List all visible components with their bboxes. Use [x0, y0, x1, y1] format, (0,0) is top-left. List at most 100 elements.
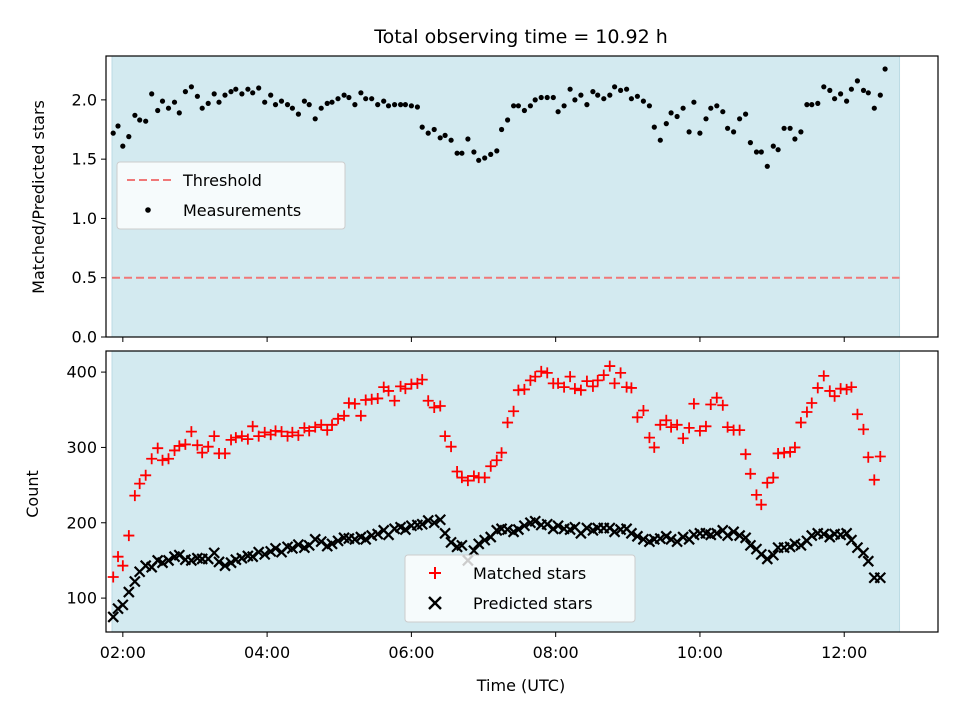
measurement-point: [781, 125, 787, 131]
xtick-label: 04:00: [244, 643, 290, 662]
matched-star-marker: [722, 421, 734, 433]
matched-star-marker: [874, 450, 886, 462]
matched-star-marker: [355, 410, 367, 422]
measurement-point: [448, 137, 454, 143]
matched-star-marker: [451, 466, 463, 478]
measurement-point: [182, 89, 188, 95]
matched-star-marker: [812, 382, 824, 394]
measurement-point: [628, 96, 635, 102]
measurement-point: [199, 105, 205, 111]
predicted-star-marker: [468, 544, 480, 557]
measurement-point: [312, 116, 318, 122]
measurement-point: [865, 90, 871, 96]
matched-star-marker: [694, 425, 706, 437]
measurement-point: [115, 123, 121, 129]
predicted-star-marker: [456, 539, 468, 552]
measurement-point: [787, 125, 793, 131]
legend-predicted-label: Predicted stars: [473, 594, 593, 613]
measurement-point: [538, 94, 544, 101]
matched-star-marker: [744, 468, 756, 480]
predicted-star-marker: [236, 552, 248, 564]
predicted-star-marker: [258, 548, 271, 561]
matched-star-marker: [191, 439, 203, 451]
measurement-point: [584, 102, 590, 108]
matched-star-marker: [665, 421, 677, 433]
measurement-point: [245, 86, 251, 92]
measurement-point: [743, 111, 749, 117]
predicted-star-marker: [252, 546, 265, 558]
matched-star-marker: [535, 365, 547, 377]
matched-star-marker: [631, 411, 643, 423]
matched-star-marker: [152, 442, 164, 454]
measurement-point: [211, 91, 217, 97]
bottom-plot-frame: [105, 350, 939, 633]
matched-star-marker: [157, 454, 169, 466]
measurement-point: [425, 130, 431, 136]
predicted-star-marker: [326, 538, 338, 550]
predicted-star-marker: [434, 513, 447, 526]
measurement-point: [703, 116, 709, 122]
measurement-point: [471, 149, 477, 155]
matched-star-marker: [422, 395, 434, 407]
measurement-point: [465, 136, 471, 142]
matched-star-marker: [117, 560, 129, 572]
matched-star-marker: [253, 430, 265, 442]
matched-star-marker: [569, 383, 581, 395]
matched-star-marker: [439, 430, 451, 442]
matched-star-marker: [705, 398, 717, 410]
bottom-legend: Matched stars Predicted stars: [404, 554, 636, 623]
measurement-point: [532, 97, 538, 103]
matched-star-marker: [518, 383, 530, 395]
matched-star-marker: [558, 381, 570, 393]
legend-matched-swatch: [429, 567, 441, 579]
predicted-star-marker: [739, 532, 752, 544]
matched-star-marker: [740, 448, 752, 460]
legend-predicted-swatch: [428, 596, 442, 610]
predicted-star-marker: [761, 553, 774, 565]
matched-star-marker: [485, 460, 497, 472]
matched-star-marker: [389, 395, 401, 407]
measurement-point: [827, 87, 833, 93]
matched-star-marker: [851, 408, 863, 420]
matched-star-marker: [349, 398, 361, 410]
matched-star-marker: [564, 371, 576, 383]
predicted-star-marker: [625, 527, 638, 540]
measurement-point: [398, 102, 404, 108]
matched-star-marker: [581, 375, 593, 387]
measurement-point: [222, 92, 228, 98]
measurement-point: [634, 93, 641, 99]
matched-star-marker: [829, 390, 841, 402]
measurement-point: [239, 91, 245, 97]
chart-title: Total observing time = 10.92 h: [373, 26, 668, 48]
matched-star-marker: [321, 424, 333, 436]
matched-star-marker: [750, 489, 762, 501]
matched-star-marker: [615, 367, 627, 379]
predicted-star-marker: [213, 556, 225, 568]
measurement-point: [854, 78, 861, 84]
predicted-star-marker: [710, 527, 723, 540]
measurement-point: [381, 98, 387, 104]
matched-star-marker: [806, 397, 818, 409]
matched-star-marker: [225, 434, 237, 446]
predicted-star-marker: [371, 528, 384, 540]
measurement-point: [871, 105, 877, 111]
measurement-point: [877, 92, 883, 98]
matched-star-marker: [795, 417, 807, 429]
xtick-label: 02:00: [100, 643, 146, 662]
predicted-star-marker: [518, 519, 531, 532]
xtick-label: 10:00: [677, 643, 723, 662]
top-ytick-label: 0.0: [72, 328, 97, 347]
matched-star-marker: [717, 399, 729, 411]
matched-star-marker: [508, 405, 520, 417]
predicted-star-marker: [608, 526, 621, 538]
measurement-point: [454, 150, 460, 156]
top-ytick-label: 1.5: [72, 150, 97, 169]
predicted-star-marker: [840, 527, 853, 540]
matched-star-marker: [789, 441, 801, 453]
measurement-point: [165, 105, 172, 111]
predicted-star-marker: [123, 586, 135, 598]
predicted-star-marker: [428, 516, 441, 529]
matched-star-marker: [326, 419, 338, 431]
measurement-point: [358, 90, 364, 96]
matched-star-marker: [683, 422, 695, 434]
